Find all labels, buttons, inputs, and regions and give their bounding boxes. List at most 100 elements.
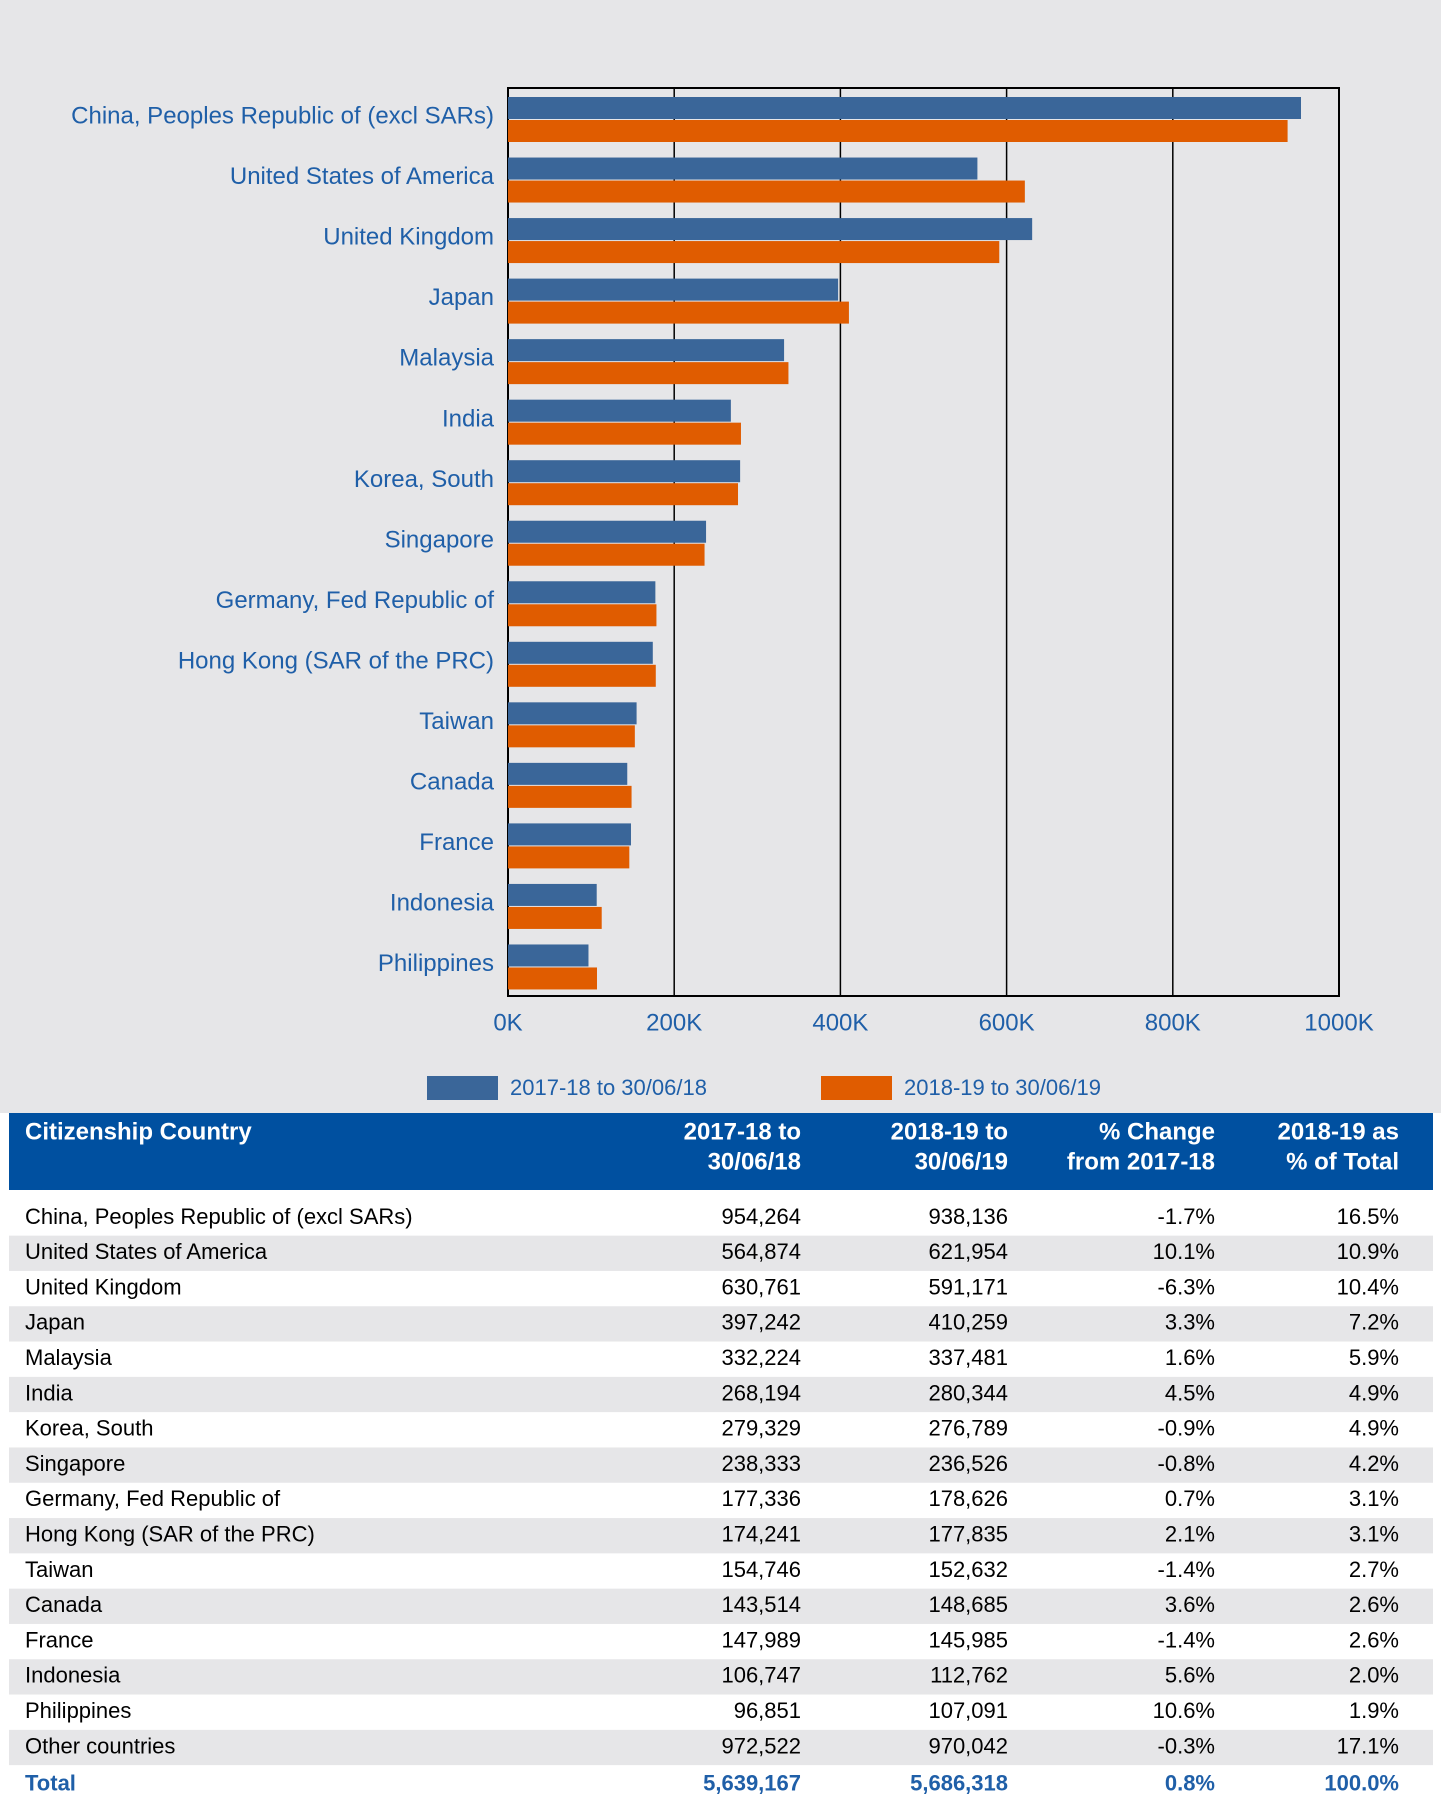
table-cell: Philippines: [25, 1698, 131, 1723]
table-cell: 145,985: [928, 1627, 1008, 1652]
bar: [508, 702, 637, 725]
table-cell: 938,136: [928, 1204, 1008, 1229]
table-total: 0.8%: [1165, 1771, 1215, 1796]
table-cell: Korea, South: [25, 1416, 153, 1441]
y-tick-label: Indonesia: [390, 890, 495, 917]
table-cell: 107,091: [928, 1698, 1008, 1723]
bar: [508, 543, 705, 566]
bar: [508, 157, 978, 180]
table-cell: 397,242: [721, 1310, 801, 1335]
bar: [508, 762, 628, 785]
table-cell: 276,789: [928, 1416, 1008, 1441]
table-cell: 337,481: [928, 1345, 1008, 1370]
table-row-bg: [9, 1235, 1433, 1271]
table-cell: United Kingdom: [25, 1274, 182, 1299]
table-cell: 268,194: [721, 1380, 801, 1405]
bar: [508, 967, 597, 990]
table-row-bg: [9, 1306, 1433, 1342]
table-cell: -6.3%: [1158, 1274, 1215, 1299]
table-cell: Malaysia: [25, 1345, 113, 1370]
table-cell: 147,989: [721, 1627, 801, 1652]
table-header: % of Total: [1286, 1148, 1399, 1175]
table-cell: 16.5%: [1337, 1204, 1399, 1229]
table-cell: 5.9%: [1349, 1345, 1399, 1370]
table-cell: 143,514: [721, 1592, 801, 1617]
table-cell: -1.4%: [1158, 1557, 1215, 1582]
table-cell: 3.1%: [1349, 1486, 1399, 1511]
x-tick-label: 400K: [812, 1009, 868, 1036]
table-header: 2017-18 to: [684, 1118, 801, 1145]
table-cell: 630,761: [721, 1274, 801, 1299]
table-cell: United States of America: [25, 1239, 268, 1264]
table-cell: 10.4%: [1337, 1274, 1399, 1299]
table-cell: 106,747: [721, 1663, 801, 1688]
table-cell: Hong Kong (SAR of the PRC): [25, 1522, 315, 1547]
x-tick-label: 1000K: [1304, 1009, 1373, 1036]
table-cell: 10.6%: [1153, 1698, 1215, 1723]
table-cell: 564,874: [721, 1239, 801, 1264]
table-cell: 1.9%: [1349, 1698, 1399, 1723]
bar: [508, 823, 631, 846]
x-tick-label: 200K: [646, 1009, 702, 1036]
legend-label: 2017-18 to 30/06/18: [510, 1075, 707, 1100]
bar: [508, 846, 630, 869]
table-cell: 279,329: [721, 1416, 801, 1441]
bar: [508, 241, 1000, 264]
table-cell: 0.7%: [1165, 1486, 1215, 1511]
y-tick-label: Hong Kong (SAR of the PRC): [178, 647, 494, 674]
table-cell: -0.9%: [1158, 1416, 1215, 1441]
y-tick-label: Japan: [429, 284, 494, 311]
table-cell: Singapore: [25, 1451, 125, 1476]
table-cell: 96,851: [734, 1698, 801, 1723]
table-header: 30/06/19: [915, 1148, 1008, 1175]
table-total: Total: [25, 1771, 76, 1796]
bar: [508, 641, 653, 664]
bar: [508, 460, 741, 483]
y-tick-label: United Kingdom: [323, 224, 494, 251]
y-tick-label: Korea, South: [354, 466, 494, 493]
y-tick-label: Philippines: [378, 950, 494, 977]
bar: [508, 97, 1301, 119]
table-cell: 17.1%: [1337, 1733, 1399, 1758]
table-cell: 10.1%: [1153, 1239, 1215, 1264]
table-row-bg: [9, 1518, 1433, 1554]
table-total: 5,639,167: [703, 1771, 801, 1796]
table-cell: India: [25, 1380, 73, 1405]
y-tick-label: Singapore: [385, 526, 494, 553]
table-cell: 3.6%: [1165, 1592, 1215, 1617]
table-total: 100.0%: [1324, 1771, 1399, 1796]
table-cell: 954,264: [721, 1204, 801, 1229]
table-cell: 591,171: [928, 1274, 1008, 1299]
table-cell: -1.4%: [1158, 1627, 1215, 1652]
table-row-bg: [9, 1659, 1433, 1695]
table-cell: 2.6%: [1349, 1592, 1399, 1617]
table-cell: 4.5%: [1165, 1380, 1215, 1405]
legend-swatch: [427, 1076, 498, 1100]
table-cell: 2.7%: [1349, 1557, 1399, 1582]
table-cell: -1.7%: [1158, 1204, 1215, 1229]
table-cell: 177,336: [721, 1486, 801, 1511]
table-cell: Germany, Fed Republic of: [25, 1486, 281, 1511]
table-cell: 410,259: [928, 1310, 1008, 1335]
table-cell: 4.9%: [1349, 1380, 1399, 1405]
bar: [508, 339, 785, 362]
table-cell: 621,954: [928, 1239, 1008, 1264]
table-cell: 2.1%: [1165, 1522, 1215, 1547]
table-header-bg: [9, 1113, 1433, 1190]
bar: [508, 483, 739, 506]
table-cell: 4.9%: [1349, 1416, 1399, 1441]
table-header: Citizenship Country: [25, 1118, 252, 1145]
table-cell: 5.6%: [1165, 1663, 1215, 1688]
table-cell: China, Peoples Republic of (excl SARs): [25, 1204, 413, 1229]
table-total: 5,686,318: [910, 1771, 1008, 1796]
bar: [508, 520, 707, 543]
table-cell: 2.6%: [1349, 1627, 1399, 1652]
table-cell: 236,526: [928, 1451, 1008, 1476]
y-tick-label: Canada: [410, 768, 495, 795]
table-cell: 4.2%: [1349, 1451, 1399, 1476]
table-cell: 972,522: [721, 1733, 801, 1758]
bar: [508, 604, 657, 627]
table-cell: 178,626: [928, 1486, 1008, 1511]
y-tick-label: France: [419, 829, 494, 856]
